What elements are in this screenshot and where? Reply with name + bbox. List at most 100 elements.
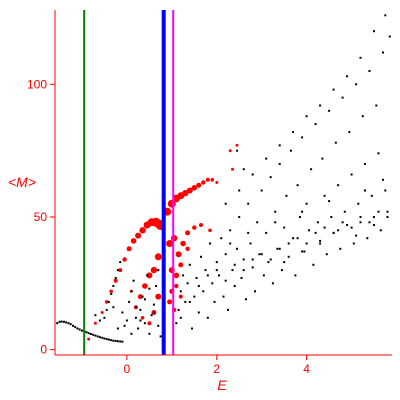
black-point-198 [368,221,371,224]
black-point-153 [366,237,369,240]
black-point-208 [247,231,250,234]
black-point-66 [152,311,155,314]
black-point-64 [143,298,146,301]
black-point-119 [289,149,292,152]
black-point-40 [125,319,128,322]
black-point-87 [218,274,220,277]
black-point-133 [321,157,324,160]
black-point-49 [146,274,149,277]
black-point-185 [251,258,254,261]
x-tick-label-0: 0 [124,362,131,376]
black-point-47 [141,295,144,298]
black-point-90 [224,253,227,256]
black-point-128 [310,168,313,171]
black-point-116 [283,226,286,229]
black-point-143 [343,210,346,213]
black-point-209 [274,221,277,224]
black-point-9 [76,327,79,330]
black-point-77 [195,277,198,279]
red-point-20 [146,272,153,279]
black-point-98 [242,258,245,261]
black-point-36 [116,269,119,272]
red-point-23 [140,316,145,320]
black-point-197 [359,216,362,218]
black-point-215 [242,168,245,171]
black-point-181 [215,269,218,272]
black-point-15 [89,333,92,335]
black-point-204 [337,229,340,232]
black-point-166 [359,56,362,59]
black-points-layer [56,14,391,343]
black-point-147 [352,242,355,245]
black-point-189 [287,242,290,245]
black-point-212 [364,189,366,192]
black-point-32 [107,300,110,303]
black-point-158 [377,152,380,155]
red-point-32 [186,187,193,194]
black-point-211 [328,200,331,203]
black-point-169 [319,104,322,107]
red-point-4 [109,289,113,294]
black-point-140 [337,184,340,187]
black-point-31 [105,308,108,311]
black-point-179 [197,285,200,287]
black-point-89 [222,295,225,298]
black-point-24 [110,339,113,342]
black-point-97 [240,277,243,279]
black-point-190 [296,237,299,240]
red-point-18 [137,294,143,300]
black-point-168 [332,88,335,91]
red-point-2 [100,311,104,314]
black-point-60 [116,327,119,330]
red-point-57 [235,143,239,147]
black-point-21 [103,337,106,340]
black-point-106 [260,189,263,192]
black-point-1 [58,320,61,323]
black-point-111 [271,282,274,285]
red-point-24 [147,321,152,326]
black-point-134 [323,194,326,197]
black-point-92 [229,229,232,232]
black-point-76 [193,295,196,298]
black-point-8 [74,326,77,329]
black-point-5 [67,322,70,325]
red-point-41 [175,251,182,258]
black-point-29 [121,340,124,343]
black-point-58 [98,319,101,322]
black-point-125 [303,250,306,253]
black-point-151 [361,115,364,118]
black-point-37 [119,261,122,264]
red-point-52 [174,283,179,289]
black-point-18 [96,335,99,338]
black-point-95 [236,247,238,250]
black-point-61 [130,332,133,335]
black-point-187 [269,258,272,261]
black-point-192 [314,231,317,234]
red-point-22 [154,253,162,261]
black-point-33 [110,293,113,295]
x-tick-label-1: 2 [213,362,220,376]
red-point-50 [185,246,190,251]
black-point-201 [283,261,286,264]
black-point-10 [78,328,81,331]
red-point-53 [178,294,183,299]
black-point-176 [224,202,227,205]
black-point-45 [137,327,140,330]
black-point-74 [188,263,191,266]
black-point-100 [247,202,250,205]
black-point-20 [101,336,104,339]
red-point-1 [93,321,97,325]
black-point-27 [116,340,119,343]
red-point-42 [180,240,186,247]
black-point-120 [292,237,295,240]
black-point-139 [334,141,337,144]
red-point-34 [196,182,202,188]
red-point-21 [150,266,158,274]
black-point-83 [209,242,211,245]
black-point-160 [382,51,384,54]
black-point-193 [323,226,326,229]
black-point-96 [238,216,241,218]
black-point-19 [98,336,101,339]
black-point-26 [114,339,117,342]
red-point-3 [104,300,109,304]
